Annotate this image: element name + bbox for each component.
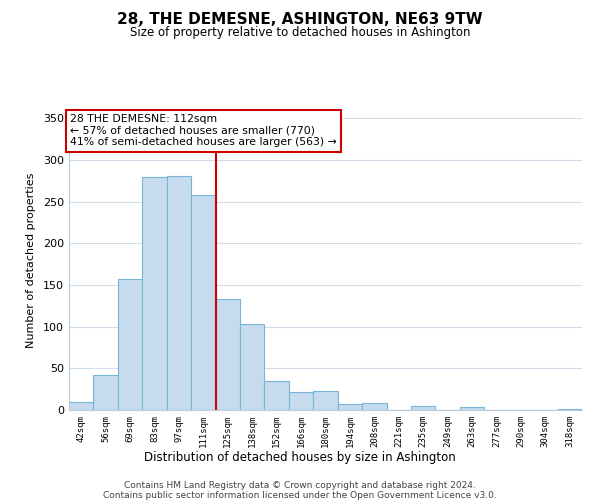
Bar: [338, 404, 362, 410]
Bar: [118, 279, 142, 410]
Bar: [265, 381, 289, 410]
Text: 28, THE DEMESNE, ASHINGTON, NE63 9TW: 28, THE DEMESNE, ASHINGTON, NE63 9TW: [117, 12, 483, 28]
Bar: [215, 299, 240, 410]
Text: Size of property relative to detached houses in Ashington: Size of property relative to detached ho…: [130, 26, 470, 39]
Bar: [191, 195, 215, 410]
Bar: [460, 406, 484, 410]
Text: Distribution of detached houses by size in Ashington: Distribution of detached houses by size …: [144, 451, 456, 464]
Bar: [240, 324, 265, 410]
Bar: [313, 391, 338, 410]
Bar: [362, 404, 386, 410]
Bar: [142, 176, 167, 410]
Text: Contains public sector information licensed under the Open Government Licence v3: Contains public sector information licen…: [103, 490, 497, 500]
Text: 28 THE DEMESNE: 112sqm
← 57% of detached houses are smaller (770)
41% of semi-de: 28 THE DEMESNE: 112sqm ← 57% of detached…: [70, 114, 337, 148]
Bar: [557, 409, 582, 410]
Bar: [69, 402, 94, 410]
Text: Contains HM Land Registry data © Crown copyright and database right 2024.: Contains HM Land Registry data © Crown c…: [124, 480, 476, 490]
Bar: [167, 176, 191, 410]
Bar: [289, 392, 313, 410]
Y-axis label: Number of detached properties: Number of detached properties: [26, 172, 36, 348]
Bar: [94, 375, 118, 410]
Bar: [411, 406, 436, 410]
